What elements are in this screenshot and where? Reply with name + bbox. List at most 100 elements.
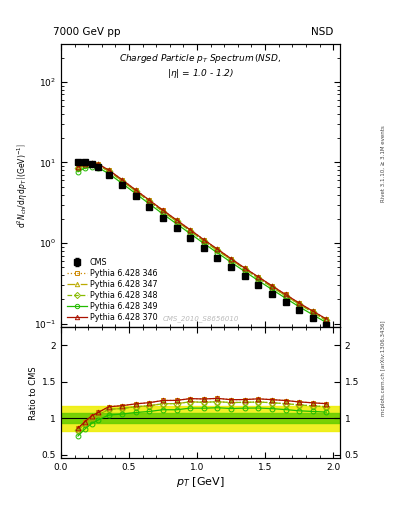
Pythia 6.428 349 [242,268,247,274]
Pythia 6.428 347 [106,168,111,174]
Line: Pythia 6.428 347: Pythia 6.428 347 [75,162,329,323]
Pythia 6.428 347 [310,309,315,315]
Pythia 6.428 349 [297,304,301,310]
Pythia 6.428 346 [283,291,288,297]
Pythia 6.428 370 [229,255,233,262]
Pythia 6.428 348 [324,317,329,324]
Pythia 6.428 370 [202,237,206,243]
Pythia 6.428 370 [83,161,87,167]
Pythia 6.428 348 [161,208,165,215]
Pythia 6.428 348 [202,238,206,244]
Pythia 6.428 346 [89,160,94,166]
Pythia 6.428 346 [106,167,111,173]
Pythia 6.428 346 [120,177,125,183]
Pythia 6.428 346 [147,197,152,203]
Pythia 6.428 347 [147,199,152,205]
Pythia 6.428 349 [324,319,329,326]
Pythia 6.428 346 [256,274,261,280]
Pythia 6.428 347 [256,275,261,281]
Pythia 6.428 346 [297,300,301,306]
Pythia 6.428 347 [174,218,179,224]
Line: Pythia 6.428 370: Pythia 6.428 370 [75,161,329,322]
Pythia 6.428 349 [75,168,80,175]
Pythia 6.428 370 [89,160,94,166]
Pythia 6.428 370 [242,265,247,271]
Pythia 6.428 348 [270,284,274,290]
Text: Rivet 3.1.10, ≥ 3.1M events: Rivet 3.1.10, ≥ 3.1M events [381,125,386,202]
Pythia 6.428 347 [161,208,165,215]
Y-axis label: $\mathrm{d}^2N_\mathrm{ch}/\mathrm{d}\eta\,\mathrm{d}p_T\,\left[\mathrm{(GeV)}^{: $\mathrm{d}^2N_\mathrm{ch}/\mathrm{d}\et… [15,143,29,228]
Pythia 6.428 370 [120,177,125,183]
Pythia 6.428 348 [215,247,220,253]
Pythia 6.428 347 [324,317,329,324]
Pythia 6.428 349 [106,170,111,177]
Pythia 6.428 348 [133,188,138,194]
Pythia 6.428 370 [256,274,261,280]
Pythia 6.428 348 [147,199,152,205]
Pythia 6.428 370 [297,300,301,306]
Pythia 6.428 347 [96,162,101,168]
Pythia 6.428 349 [256,278,261,284]
Pythia 6.428 346 [202,237,206,243]
Pythia 6.428 370 [270,283,274,289]
Pythia 6.428 348 [188,228,193,234]
Pythia 6.428 347 [83,162,87,168]
Pythia 6.428 346 [324,316,329,322]
Line: Pythia 6.428 348: Pythia 6.428 348 [75,162,329,323]
Pythia 6.428 348 [106,168,111,174]
Pythia 6.428 347 [270,284,274,290]
Line: Pythia 6.428 349: Pythia 6.428 349 [75,164,329,325]
Pythia 6.428 348 [75,165,80,171]
Pythia 6.428 347 [242,266,247,272]
Pythia 6.428 346 [161,207,165,214]
Pythia 6.428 370 [96,161,101,167]
Pythia 6.428 370 [75,164,80,170]
Pythia 6.428 349 [147,201,152,207]
Pythia 6.428 370 [106,167,111,173]
Pythia 6.428 347 [229,257,233,263]
Pythia 6.428 370 [283,291,288,297]
Pythia 6.428 349 [161,211,165,217]
Pythia 6.428 348 [256,275,261,281]
Pythia 6.428 348 [283,293,288,299]
Pythia 6.428 346 [83,161,87,167]
Pythia 6.428 370 [174,217,179,223]
Pythia 6.428 346 [229,255,233,262]
X-axis label: $p_T$ [GeV]: $p_T$ [GeV] [176,475,225,489]
Pythia 6.428 349 [120,180,125,186]
Pythia 6.428 349 [89,164,94,170]
Pythia 6.428 349 [215,250,220,256]
Pythia 6.428 348 [83,162,87,168]
Pythia 6.428 349 [229,259,233,265]
Pythia 6.428 346 [174,217,179,223]
Pythia 6.428 348 [174,218,179,224]
Pythia 6.428 346 [75,164,80,170]
Pythia 6.428 347 [120,178,125,184]
Pythia 6.428 347 [283,293,288,299]
Pythia 6.428 349 [188,230,193,237]
Pythia 6.428 370 [188,227,193,233]
Pythia 6.428 346 [242,265,247,271]
Pythia 6.428 370 [133,187,138,193]
Pythia 6.428 347 [188,228,193,234]
Pythia 6.428 370 [161,207,165,214]
Pythia 6.428 370 [215,246,220,252]
Pythia 6.428 370 [147,197,152,203]
Text: CMS_2010_S8656010: CMS_2010_S8656010 [162,315,239,322]
Pythia 6.428 346 [310,308,315,314]
Y-axis label: Ratio to CMS: Ratio to CMS [29,366,37,419]
Pythia 6.428 348 [120,178,125,184]
Pythia 6.428 348 [96,162,101,168]
Pythia 6.428 349 [133,190,138,197]
Pythia 6.428 346 [96,161,101,167]
Pythia 6.428 346 [188,227,193,233]
Pythia 6.428 349 [283,295,288,301]
Pythia 6.428 347 [202,238,206,244]
Pythia 6.428 370 [310,308,315,314]
Pythia 6.428 348 [89,161,94,167]
Pythia 6.428 347 [297,301,301,307]
Pythia 6.428 349 [270,286,274,292]
Pythia 6.428 347 [133,188,138,194]
Pythia 6.428 347 [215,247,220,253]
Pythia 6.428 348 [297,301,301,307]
